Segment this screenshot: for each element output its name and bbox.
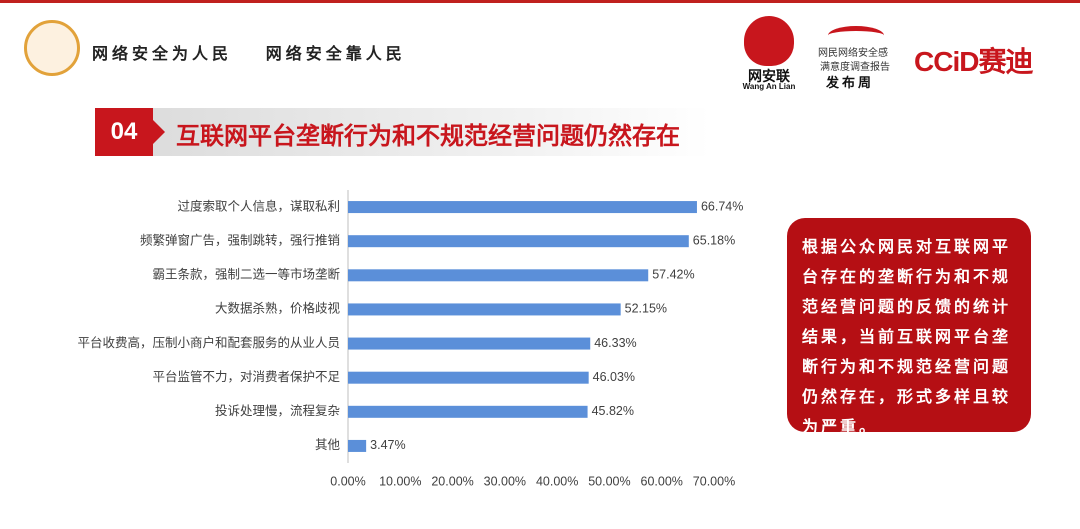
y-tick-label: 平台监管不力，对消费者保护不足 [152,369,340,384]
y-tick-label: 频繁弹窗广告，强制跳转，强行推销 [140,232,340,247]
x-tick-label: 70.00% [693,474,735,488]
value-label: 45.82% [592,404,634,418]
wal-badge [744,16,794,66]
x-tick-label: 20.00% [431,474,473,488]
y-tick-label: 霸王条款，强制二选一等市场垄断 [152,267,340,282]
value-label: 46.03% [593,370,635,384]
bar [348,303,621,316]
y-tick-label: 平台收费高，压制小商户和配套服务的从业人员 [77,335,340,350]
value-label: 46.33% [594,336,636,350]
report-swoosh [828,26,884,45]
bar [348,439,367,452]
value-label: 3.47% [370,438,405,452]
note-text: 根据公众网民对互联网平台存在的垄断行为和不规范经营问题的反馈的统计结果，当前互联… [802,237,1012,436]
ccid-logo: CCiD赛迪 [914,46,1033,77]
bar [348,201,697,214]
value-label: 65.18% [693,233,735,247]
x-tick-label: 30.00% [484,474,526,488]
report-line: 网民网络安全感 [818,48,888,59]
x-tick-label: 50.00% [588,474,630,488]
y-tick-label: 大数据杀熟，价格歧视 [215,301,341,316]
logo [24,20,80,76]
title-band [95,108,710,156]
value-label: 57.42% [652,268,694,282]
x-tick-label: 0.00% [330,474,365,488]
bar [348,405,588,418]
y-tick-label: 其他 [315,438,341,452]
value-label: 52.15% [625,302,667,316]
bar [348,371,589,384]
value-label: 66.74% [701,199,743,213]
bar [348,337,591,350]
x-tick-label: 60.00% [641,474,683,488]
section-number: 04 [95,108,153,156]
section-title: 互联网平台垄断行为和不规范经营问题仍然存在 [176,123,680,150]
title-arrow [153,120,165,144]
report-line: 发布周 [826,75,875,90]
wal-name: 网安联 [748,68,790,84]
top-rule [0,0,1080,3]
chart: 0.00% 10.00% 20.00% 30.00% 40.00% 50.00% 60.00… [77,190,743,488]
slogan: 网络安全为人民 网络安全靠人民 [92,46,406,63]
report-line: 满意度调查报告 [820,62,890,73]
note-box: 根据公众网民对互联网平台存在的垄断行为和不规范经营问题的反馈的统计结果，当前互联… [787,218,1031,436]
x-tick-label: 10.00% [379,474,421,488]
y-tick-label: 过度索取个人信息，谋取私利 [177,198,340,213]
wal-en: Wang An Lian [742,82,796,91]
bar [348,235,689,248]
bar [348,269,649,282]
x-tick-label: 40.00% [536,474,578,488]
y-tick-label: 投诉处理慢，流程复杂 [215,403,340,418]
